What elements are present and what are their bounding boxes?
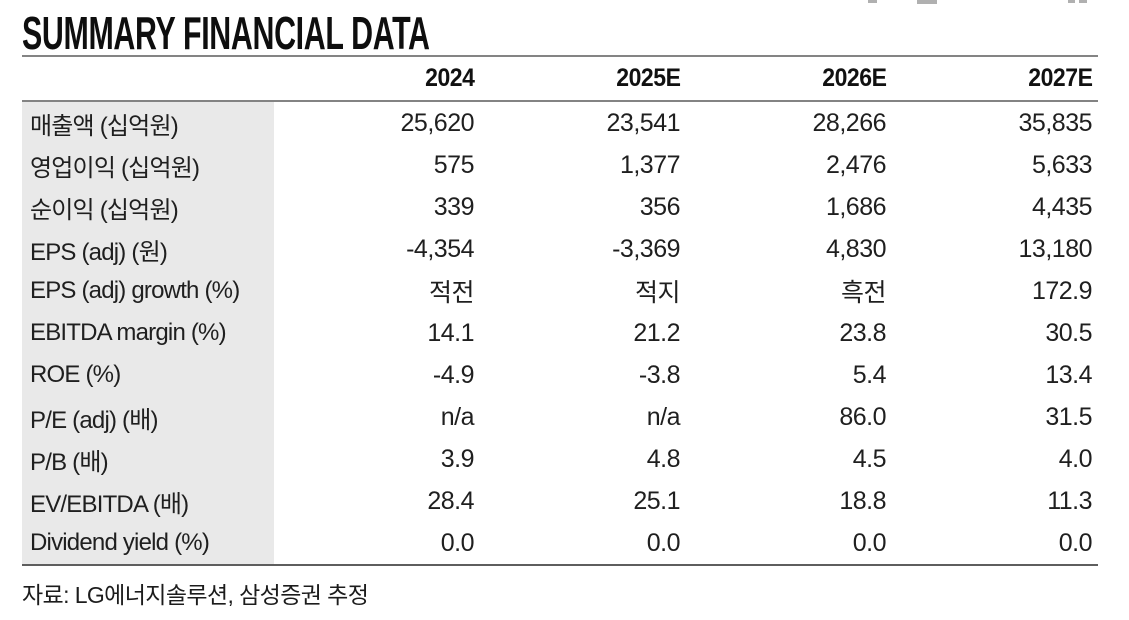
cell-value: 흑전	[840, 279, 887, 307]
cell-value: 4.8	[646, 444, 681, 473]
cell-value: 0.0	[646, 528, 681, 557]
table-row: EPS (adj) (원) -4,354 -3,369 4,830 13,180	[22, 228, 1098, 270]
row-label: 순이익 (십억원)	[22, 186, 274, 228]
cropped-text-artifact	[1068, 0, 1075, 3]
row-label: 매출액 (십억원)	[22, 102, 274, 144]
cell-value: 13,180	[1018, 234, 1093, 263]
cell-value: 0.0	[852, 528, 887, 557]
row-label: P/E (adj) (배)	[22, 396, 274, 438]
table-row: EV/EBITDA (배) 28.4 25.1 18.8 11.3	[22, 480, 1098, 522]
cell-value: 0.0	[440, 528, 475, 557]
table-body: 매출액 (십억원) 25,620 23,541 28,266 35,835 영업…	[22, 102, 1098, 566]
table-row: 매출액 (십억원) 25,620 23,541 28,266 35,835	[22, 102, 1098, 144]
cell-value: 25.1	[633, 486, 680, 515]
row-label: ROE (%)	[22, 354, 274, 396]
cell-value: n/a	[646, 402, 681, 431]
cell-value: 13.4	[1045, 360, 1092, 389]
column-header-2026e: 2026E	[822, 64, 887, 92]
table-row: P/E (adj) (배) n/a n/a 86.0 31.5	[22, 396, 1098, 438]
cell-value: 172.9	[1031, 276, 1093, 305]
page-title: SUMMARY FINANCIAL DATA	[22, 7, 430, 59]
cell-value: 35,835	[1018, 108, 1093, 137]
cell-value: 30.5	[1045, 318, 1092, 347]
cropped-text-artifact	[917, 0, 937, 4]
cell-value: 적전	[428, 279, 475, 307]
cell-value: 5,633	[1031, 150, 1093, 179]
cell-value: 4.5	[852, 444, 887, 473]
cell-value: 18.8	[839, 486, 886, 515]
row-label: 영업이익 (십억원)	[22, 144, 274, 186]
cell-value: 339	[433, 192, 475, 221]
table-row: Dividend yield (%) 0.0 0.0 0.0 0.0	[22, 522, 1098, 564]
row-label: EPS (adj) growth (%)	[22, 270, 274, 312]
cell-value: 575	[433, 150, 475, 179]
column-header-2024: 2024	[425, 64, 475, 92]
cell-value: n/a	[440, 402, 475, 431]
cell-value: 4,830	[825, 234, 887, 263]
cell-value: -4.9	[432, 360, 475, 389]
column-header-2025e: 2025E	[616, 64, 681, 92]
table-row: EBITDA margin (%) 14.1 21.2 23.8 30.5	[22, 312, 1098, 354]
cropped-text-artifact	[1079, 0, 1087, 3]
source-note: 자료: LG에너지솔루션, 삼성증권 추정	[22, 582, 369, 608]
cropped-text-artifact	[868, 0, 877, 3]
cell-value: 3.9	[440, 444, 475, 473]
cell-value: 86.0	[839, 402, 886, 431]
cell-value: 23,541	[606, 108, 681, 137]
cell-value: 25,620	[400, 108, 475, 137]
cell-value: 4,435	[1031, 192, 1093, 221]
cell-value: 31.5	[1045, 402, 1092, 431]
cell-value: 적지	[634, 279, 681, 307]
table-header-row: 2024 2025E 2026E 2027E	[22, 55, 1098, 102]
financial-summary-table: 2024 2025E 2026E 2027E 매출액 (십억원) 25,620 …	[22, 55, 1098, 566]
cell-value: 23.8	[839, 318, 886, 347]
row-label: P/B (배)	[22, 438, 274, 480]
cell-value: 1,377	[619, 150, 681, 179]
cell-value: 1,686	[825, 192, 887, 221]
column-header-2027e: 2027E	[1028, 64, 1093, 92]
row-label: EV/EBITDA (배)	[22, 480, 274, 522]
cell-value: 21.2	[633, 318, 680, 347]
table-row: P/B (배) 3.9 4.8 4.5 4.0	[22, 438, 1098, 480]
cell-value: 4.0	[1058, 444, 1093, 473]
cell-value: 5.4	[852, 360, 887, 389]
row-label: Dividend yield (%)	[22, 522, 274, 564]
cell-value: 28,266	[812, 108, 887, 137]
cell-value: -4,354	[406, 234, 474, 263]
cell-value: 14.1	[427, 318, 474, 347]
cell-value: -3.8	[638, 360, 681, 389]
cell-value: 356	[639, 192, 681, 221]
cell-value: -3,369	[612, 234, 680, 263]
row-label: EBITDA margin (%)	[22, 312, 274, 354]
cell-value: 11.3	[1047, 486, 1092, 515]
cell-value: 28.4	[427, 486, 474, 515]
row-label: EPS (adj) (원)	[22, 228, 274, 270]
cell-value: 2,476	[825, 150, 887, 179]
table-row: 순이익 (십억원) 339 356 1,686 4,435	[22, 186, 1098, 228]
table-row: 영업이익 (십억원) 575 1,377 2,476 5,633	[22, 144, 1098, 186]
cell-value: 0.0	[1058, 528, 1093, 557]
table-row: ROE (%) -4.9 -3.8 5.4 13.4	[22, 354, 1098, 396]
table-row: EPS (adj) growth (%) 적전 적지 흑전 172.9	[22, 270, 1098, 312]
